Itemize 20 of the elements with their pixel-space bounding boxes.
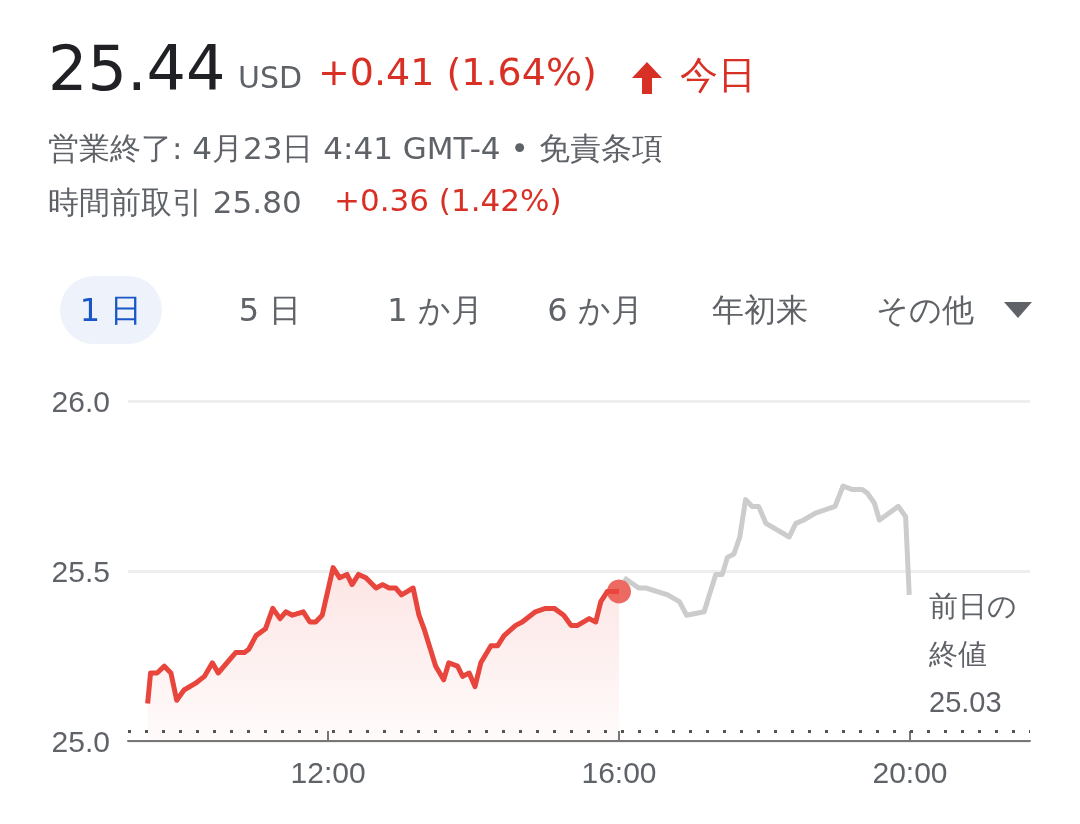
text: +0.36 (1.42%) [334,182,562,218]
y-tick-label: 25.5 [51,554,110,588]
text: 6 か月 [546,290,644,331]
y-tick-label: 25.0 [51,724,110,758]
x-tick-label: 20:00 [872,755,948,789]
ref-line-label: 前日の終値 25.03 [928,589,1017,718]
y-tick-label: 26.0 [51,384,110,418]
chart-title: 25.44 [48,32,226,105]
text: 営業終了: 4月23日 4:41 GMT-4 • 免責条項 [48,129,663,168]
text: +0.41 (1.64%) [318,50,597,94]
text: 1 日 [60,276,162,344]
text: 5 日 [237,290,303,331]
x-tick-label: 16:00 [581,755,657,789]
x-tick-label: 12:00 [290,755,366,789]
text: その他 [875,290,975,331]
text: 年初来 [711,290,809,331]
text: 時間前取引 25.80 [48,183,302,222]
text: USD [238,60,303,95]
text: 1 か月 [386,290,484,331]
text: 今日 [680,52,756,99]
